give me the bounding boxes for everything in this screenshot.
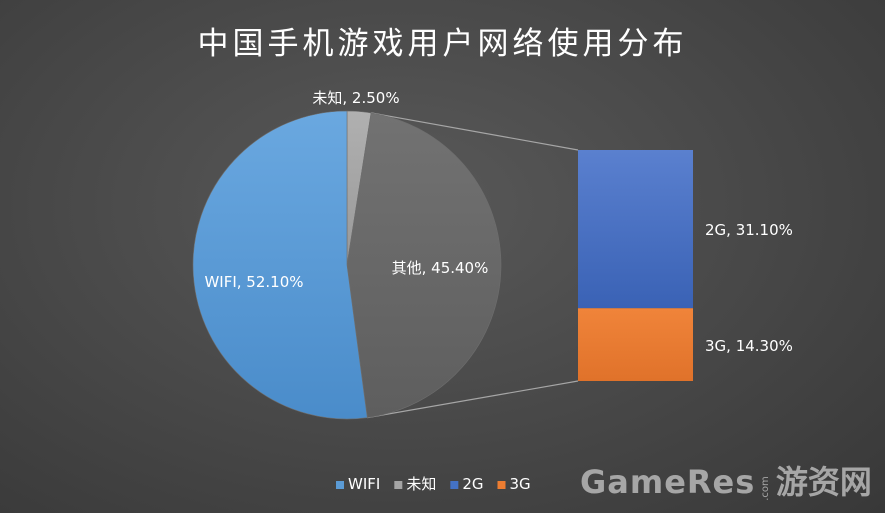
data-label-unknown: 未知, 2.50%	[312, 89, 399, 107]
connector-line-bottom	[367, 380, 579, 419]
legend-swatch-2g	[450, 481, 459, 489]
data-label-3g: 3G, 14.30%	[705, 337, 793, 355]
bar-segment-2g	[578, 150, 693, 309]
pie-slice-other	[346, 112, 502, 418]
data-label-other: 其他, 45.40%	[392, 259, 489, 277]
chart-title: 中国手机游戏用户网络使用分布	[197, 26, 688, 62]
watermark-cn: 游资网	[775, 463, 872, 501]
bar-segment-3g	[578, 308, 693, 381]
data-label-wifi: WIFI, 52.10%	[204, 273, 303, 291]
connector-line-top	[370, 112, 579, 151]
gameres-watermark: GameRes .com 游资网	[580, 457, 872, 503]
legend-label-3g: 3G	[510, 475, 531, 493]
watermark-dot-com: .com	[760, 476, 772, 501]
legend-swatch-unknown	[394, 481, 403, 489]
pie-slice-wifi	[192, 110, 368, 420]
legend-swatch-wifi	[336, 481, 344, 489]
legend-label-wifi: WIFI	[348, 475, 380, 493]
data-label-2g: 2G, 31.10%	[705, 221, 793, 239]
watermark-main: GameRes	[580, 463, 756, 501]
legend-label-2g: 2G	[462, 475, 483, 493]
legend-swatch-3g	[497, 481, 506, 489]
legend-label-unknown: 未知	[406, 475, 436, 493]
